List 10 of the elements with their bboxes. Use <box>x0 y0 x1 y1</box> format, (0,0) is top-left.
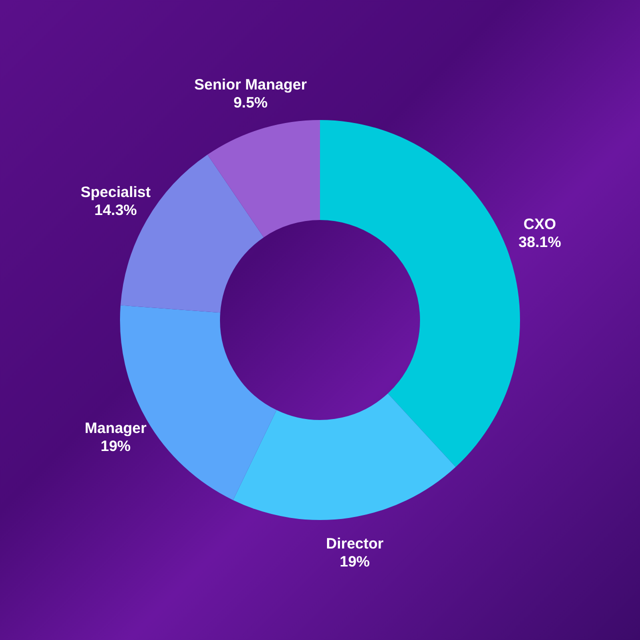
data-label: 19% <box>100 438 131 456</box>
data-label: 9.5% <box>233 94 268 112</box>
data-label: 14.3% <box>94 202 137 220</box>
slice-label: Specialist <box>80 184 151 202</box>
data-label: 19% <box>340 554 370 571</box>
slice-label: Director <box>326 536 384 553</box>
data-label: 38.1% <box>518 234 562 252</box>
slice-label: CXO <box>524 216 556 234</box>
slice-label: Senior Manager <box>194 76 307 94</box>
slice-label: Manager <box>84 420 147 438</box>
